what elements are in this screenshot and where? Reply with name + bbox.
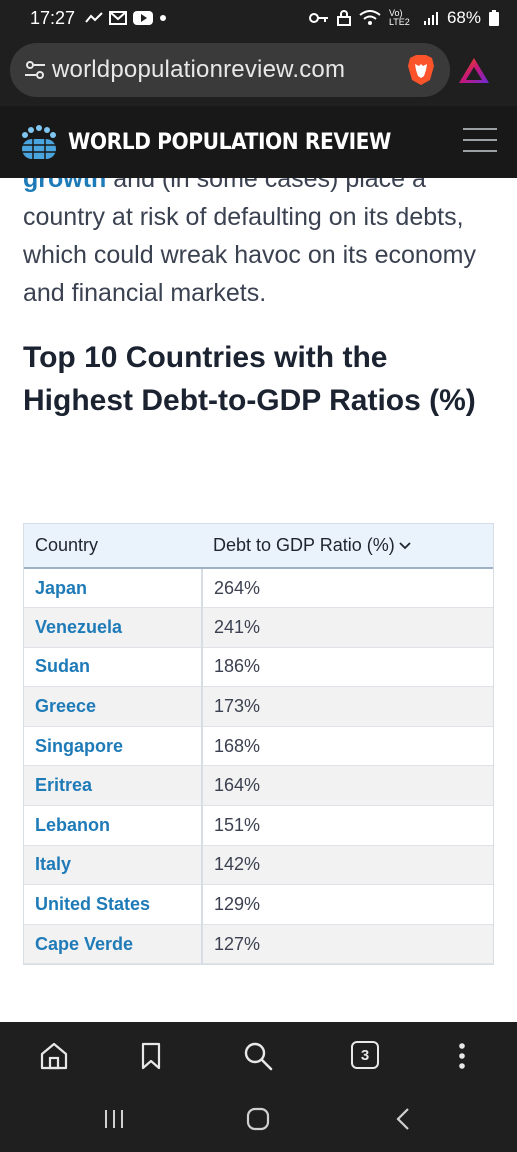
country-link[interactable]: Italy <box>24 845 203 886</box>
growth-link[interactable]: growth <box>23 178 107 193</box>
country-link[interactable]: Eritrea <box>24 765 203 807</box>
mail-icon <box>109 11 128 25</box>
country-link[interactable]: Singapore <box>24 726 203 767</box>
table-row: Greece 173% <box>24 686 493 727</box>
country-link[interactable]: Japan <box>24 568 203 609</box>
debt-ratio-value: 241% <box>202 607 493 648</box>
tab-switcher-button[interactable]: 3 <box>351 1041 379 1069</box>
debt-ratio-value: 168% <box>202 726 493 767</box>
debt-ratio-value: 264% <box>202 568 493 609</box>
menu-icon[interactable] <box>463 128 497 156</box>
intro-paragraph: growth and (in some cases) place a count… <box>23 178 503 312</box>
site-title[interactable]: WORLD POPULATION REVIEW <box>68 129 391 155</box>
dot-icon <box>160 15 167 21</box>
brave-rewards-icon[interactable] <box>458 56 490 84</box>
table-header-row: Country Debt to GDP Ratio (%) <box>24 524 493 569</box>
article-content: growth and (in some cases) place a count… <box>0 178 517 1022</box>
column-header-debt-ratio[interactable]: Debt to GDP Ratio (%) <box>202 524 493 569</box>
site-settings-icon[interactable] <box>24 59 46 81</box>
column-header-country[interactable]: Country <box>24 524 202 569</box>
brave-shields-icon[interactable] <box>406 54 436 86</box>
youtube-icon <box>133 11 154 25</box>
table-row: United States 129% <box>24 884 493 925</box>
debt-ratio-value: 129% <box>202 884 493 925</box>
country-link[interactable]: Lebanon <box>24 805 203 846</box>
status-bar: 17:27 Vo) LTE2 68% <box>0 0 517 36</box>
bookmark-icon[interactable] <box>135 1040 167 1072</box>
column-header-debt-ratio-label: Debt to GDP Ratio (%) <box>213 535 395 555</box>
country-link[interactable]: Venezuela <box>24 607 203 648</box>
sort-chevron-down-icon[interactable] <box>399 541 411 551</box>
debt-table: Country Debt to GDP Ratio (%) Japan 264% … <box>23 523 494 966</box>
table-row: Italy 142% <box>24 845 493 886</box>
back-nav-icon[interactable] <box>394 1107 412 1131</box>
country-link[interactable]: Cape Verde <box>24 924 203 965</box>
battery-percent: 68% <box>446 8 481 27</box>
debt-ratio-value: 186% <box>202 647 493 688</box>
debt-ratio-value: 173% <box>202 686 493 727</box>
more-options-icon[interactable] <box>446 1040 478 1072</box>
debt-ratio-value: 151% <box>202 805 493 846</box>
system-nav-bar <box>0 1088 517 1152</box>
network-label: Vo) LTE2 <box>388 8 410 27</box>
wifi-icon <box>359 10 381 25</box>
site-header: WORLD POPULATION REVIEW <box>0 106 517 178</box>
recent-apps-icon[interactable] <box>103 1108 125 1130</box>
search-icon[interactable] <box>242 1040 274 1072</box>
country-link[interactable]: Sudan <box>24 647 203 688</box>
table-row: Venezuela 241% <box>24 607 493 648</box>
lock-icon <box>336 10 351 26</box>
activity-icon <box>85 12 103 23</box>
browser-address-area: worldpopulationreview.com <box>0 36 517 106</box>
section-heading: Top 10 Countries with the Highest Debt-t… <box>23 341 476 417</box>
battery-icon <box>489 10 499 26</box>
url-text[interactable]: worldpopulationreview.com <box>52 56 346 83</box>
browser-toolbar <box>0 1022 517 1088</box>
country-link[interactable]: Greece <box>24 686 203 727</box>
table-row: Lebanon 151% <box>24 805 493 846</box>
debt-ratio-value: 164% <box>202 765 493 807</box>
globe-people-logo-icon[interactable] <box>20 123 58 161</box>
debt-ratio-value: 127% <box>202 924 493 965</box>
table-row: Eritrea 164% <box>24 765 493 807</box>
table-row: Sudan 186% <box>24 647 493 688</box>
table-row: Japan 264% <box>24 568 493 609</box>
home-icon[interactable] <box>38 1040 70 1072</box>
status-time: 17:27 <box>30 7 76 28</box>
intro-text: and (in some cases) place a country at r… <box>23 178 477 307</box>
notification-icons <box>85 11 167 25</box>
debt-ratio-value: 142% <box>202 845 493 886</box>
country-link[interactable]: United States <box>24 884 203 925</box>
key-icon <box>308 13 328 23</box>
table-row: Singapore 168% <box>24 726 493 767</box>
home-nav-icon[interactable] <box>246 1107 270 1131</box>
address-bar[interactable]: worldpopulationreview.com <box>10 43 450 97</box>
table-row: Cape Verde 127% <box>24 924 493 965</box>
signal-icon <box>423 12 438 25</box>
